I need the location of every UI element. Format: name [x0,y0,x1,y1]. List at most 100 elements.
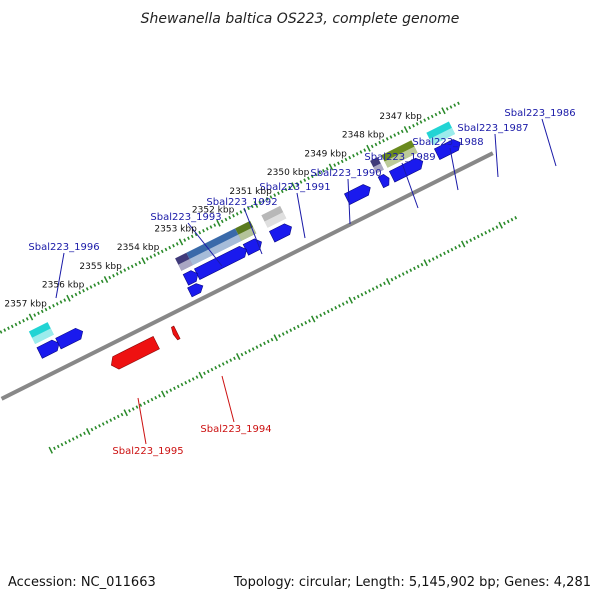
minor-tick [74,292,78,297]
minor-tick [22,319,25,323]
minor-tick [454,246,458,250]
major-tick [460,240,466,248]
minor-tick [416,264,420,269]
minor-tick [79,433,83,437]
minor-tick [438,110,442,115]
minor-tick [154,396,158,400]
minor-tick [330,307,334,312]
backbone-line [0,151,494,401]
minor-tick [59,300,63,304]
minor-tick [400,129,404,134]
minor-tick [423,118,427,122]
minor-tick [318,170,322,175]
sbal223-1994-leader [221,375,235,423]
minor-tick [97,281,100,285]
kbp-label: 2351 kbp [229,187,272,197]
minor-tick [408,125,412,130]
sbal223-1987-label: Sbal223_1987 [457,123,528,134]
sbal223-1988-leader [449,147,459,191]
kbp-label: 2356 kbp [42,281,85,291]
sbal223-1994-cds [171,325,181,341]
minor-tick [269,195,273,199]
major-tick [423,259,428,267]
minor-tick [506,219,510,224]
kbp-label: 2349 kbp [304,149,347,159]
minor-tick [190,234,194,239]
minor-tick [123,268,127,272]
minor-tick [116,414,120,419]
minor-tick [453,103,457,107]
minor-tick [164,247,168,252]
minor-tick [169,388,173,392]
minor-tick [63,298,67,302]
major-tick [366,144,371,152]
minor-tick [158,394,161,398]
sbal223-1989-label: Sbal223_1989 [364,152,435,163]
minor-tick [205,227,209,231]
major-tick [441,107,446,115]
minor-tick [385,137,389,141]
minor-tick [457,101,460,105]
minor-tick [285,330,289,334]
minor-tick [262,199,265,203]
genome-summary-text: Topology: circular; Length: 5,145,902 bp… [233,575,591,590]
minor-tick [172,244,175,248]
minor-tick [68,439,71,443]
minor-tick [434,112,438,117]
major-tick [291,182,296,190]
minor-tick [270,337,274,342]
sbal223-1989-leader [401,162,419,209]
minor-tick [334,306,338,310]
minor-tick [198,230,202,235]
minor-tick [105,420,109,424]
minor-tick [449,105,453,109]
minor-tick [322,169,325,173]
minor-tick [89,285,93,289]
minor-tick [233,356,236,361]
minor-tick [214,366,218,370]
minor-tick [293,326,296,331]
minor-tick [90,427,94,432]
minor-tick [427,116,430,120]
minor-tick [371,287,375,291]
minor-tick [338,304,341,308]
sbal223-1993-feature-shade [178,258,193,271]
minor-tick [476,234,480,239]
minor-tick [398,274,401,278]
minor-tick [120,412,124,417]
kbp-label: 2355 kbp [79,262,122,272]
minor-tick [247,206,250,210]
minor-tick [138,260,142,265]
minor-tick [348,155,352,160]
minor-tick [248,349,251,353]
minor-tick [139,403,143,407]
minor-tick [394,276,398,280]
major-tick [66,294,71,302]
minor-tick [259,343,263,347]
accession-text: Accession: NC_011663 [8,575,156,590]
minor-tick [191,377,195,381]
minor-tick [280,189,284,194]
sbal223-1992-label: Sbal223_1992 [206,197,277,208]
major-tick [198,371,203,379]
sbal223-1986-leader [541,118,557,167]
minor-tick [435,255,439,259]
minor-tick [359,150,363,154]
sbal223-1987-feature-shade [384,146,418,168]
minor-tick [55,302,59,306]
minor-tick [250,204,254,209]
major-tick [123,409,128,417]
kbp-scale-labels: 2357 kbp 2356 kbp 2355 kbp 2354 kbp 2353 kbp… [4,112,422,309]
minor-tick [370,144,374,149]
minor-tick [430,114,434,119]
genome-backbone [0,151,494,401]
minor-tick [364,291,368,295]
reverse-tick-row [48,216,518,454]
minor-tick [53,446,56,451]
sbal223-1992-cds [194,246,247,280]
minor-tick [284,187,288,192]
kbp-label: 2347 kbp [379,112,422,122]
minor-tick [319,313,323,317]
minor-tick [473,236,476,241]
kbp-label: 2350 kbp [267,168,310,178]
